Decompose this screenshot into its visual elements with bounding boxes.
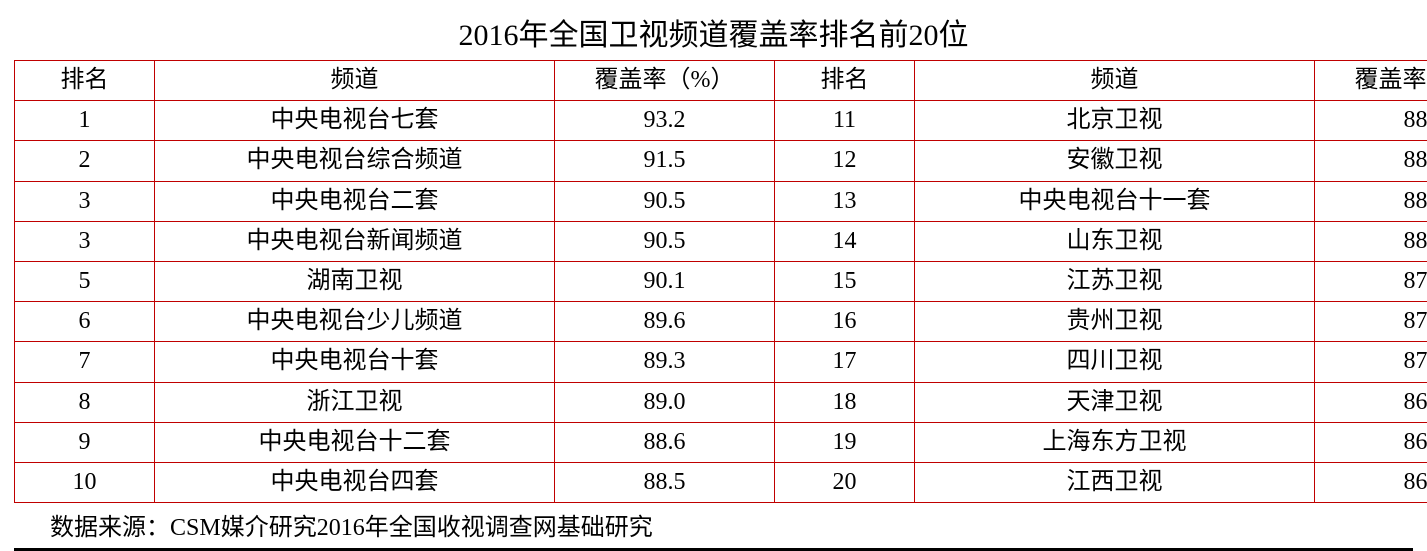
cell-rank: 5 — [15, 261, 155, 301]
cell-coverage: 87.9 — [1315, 261, 1427, 301]
cell-rank: 10 — [15, 462, 155, 502]
cell-channel: 中央电视台少儿频道 — [155, 302, 555, 342]
table-row: 10中央电视台四套88.520江西卫视86.5 — [15, 462, 1427, 502]
table-row: 3中央电视台新闻频道90.514山东卫视88.1 — [15, 221, 1427, 261]
cell-coverage: 88.1 — [1315, 221, 1427, 261]
cell-channel: 上海东方卫视 — [915, 422, 1315, 462]
cell-coverage: 89.6 — [555, 302, 775, 342]
cell-rank: 11 — [775, 101, 915, 141]
cell-channel: 浙江卫视 — [155, 382, 555, 422]
table-row: 5湖南卫视90.115江苏卫视87.9 — [15, 261, 1427, 301]
cell-channel: 中央电视台十二套 — [155, 422, 555, 462]
cell-coverage: 91.5 — [555, 141, 775, 181]
cell-channel: 中央电视台新闻频道 — [155, 221, 555, 261]
cell-rank: 19 — [775, 422, 915, 462]
cell-channel: 江苏卫视 — [915, 261, 1315, 301]
cell-coverage: 88.3 — [1315, 141, 1427, 181]
cell-coverage: 88.2 — [1315, 181, 1427, 221]
header-coverage: 覆盖率（%） — [555, 61, 775, 101]
cell-channel: 天津卫视 — [915, 382, 1315, 422]
cell-channel: 北京卫视 — [915, 101, 1315, 141]
cell-rank: 3 — [15, 221, 155, 261]
cell-rank: 2 — [15, 141, 155, 181]
cell-coverage: 86.5 — [1315, 462, 1427, 502]
cell-rank: 20 — [775, 462, 915, 502]
table-body: 1中央电视台七套93.211北京卫视88.42中央电视台综合频道91.512安徽… — [15, 101, 1427, 503]
cell-rank: 9 — [15, 422, 155, 462]
cell-rank: 16 — [775, 302, 915, 342]
cell-rank: 18 — [775, 382, 915, 422]
cell-rank: 14 — [775, 221, 915, 261]
header-rank: 排名 — [15, 61, 155, 101]
cell-coverage: 90.5 — [555, 181, 775, 221]
table-row: 3中央电视台二套90.513中央电视台十一套88.2 — [15, 181, 1427, 221]
cell-rank: 13 — [775, 181, 915, 221]
cell-channel: 贵州卫视 — [915, 302, 1315, 342]
cell-rank: 17 — [775, 342, 915, 382]
cell-coverage: 87.4 — [1315, 302, 1427, 342]
cell-channel: 中央电视台十套 — [155, 342, 555, 382]
cell-rank: 8 — [15, 382, 155, 422]
cell-coverage: 88.4 — [1315, 101, 1427, 141]
table-row: 7中央电视台十套89.317四川卫视87.3 — [15, 342, 1427, 382]
cell-channel: 江西卫视 — [915, 462, 1315, 502]
table-row: 1中央电视台七套93.211北京卫视88.4 — [15, 101, 1427, 141]
cell-channel: 中央电视台七套 — [155, 101, 555, 141]
table-row: 8浙江卫视89.018天津卫视86.9 — [15, 382, 1427, 422]
cell-channel: 四川卫视 — [915, 342, 1315, 382]
cell-rank: 7 — [15, 342, 155, 382]
cell-channel: 中央电视台二套 — [155, 181, 555, 221]
cell-rank: 3 — [15, 181, 155, 221]
cell-coverage: 89.0 — [555, 382, 775, 422]
cell-rank: 12 — [775, 141, 915, 181]
cell-coverage: 86.6 — [1315, 422, 1427, 462]
header-channel: 频道 — [915, 61, 1315, 101]
table-container: 2016年全国卫视频道覆盖率排名前20位 排名 频道 覆盖率（%） 排名 频道 … — [14, 10, 1413, 551]
cell-coverage: 93.2 — [555, 101, 775, 141]
coverage-table: 排名 频道 覆盖率（%） 排名 频道 覆盖率（%） 1中央电视台七套93.211… — [14, 60, 1427, 503]
cell-coverage: 86.9 — [1315, 382, 1427, 422]
cell-channel: 安徽卫视 — [915, 141, 1315, 181]
cell-channel: 山东卫视 — [915, 221, 1315, 261]
table-header-row: 排名 频道 覆盖率（%） 排名 频道 覆盖率（%） — [15, 61, 1427, 101]
header-rank: 排名 — [775, 61, 915, 101]
cell-channel: 湖南卫视 — [155, 261, 555, 301]
cell-coverage: 88.6 — [555, 422, 775, 462]
cell-coverage: 89.3 — [555, 342, 775, 382]
table-row: 6中央电视台少儿频道89.616贵州卫视87.4 — [15, 302, 1427, 342]
header-coverage: 覆盖率（%） — [1315, 61, 1427, 101]
cell-channel: 中央电视台综合频道 — [155, 141, 555, 181]
cell-rank: 1 — [15, 101, 155, 141]
table-row: 9中央电视台十二套88.619上海东方卫视86.6 — [15, 422, 1427, 462]
page-title: 2016年全国卫视频道覆盖率排名前20位 — [14, 10, 1413, 54]
cell-coverage: 90.1 — [555, 261, 775, 301]
cell-coverage: 87.3 — [1315, 342, 1427, 382]
cell-coverage: 88.5 — [555, 462, 775, 502]
cell-rank: 6 — [15, 302, 155, 342]
table-row: 2中央电视台综合频道91.512安徽卫视88.3 — [15, 141, 1427, 181]
cell-rank: 15 — [775, 261, 915, 301]
cell-coverage: 90.5 — [555, 221, 775, 261]
header-channel: 频道 — [155, 61, 555, 101]
cell-channel: 中央电视台十一套 — [915, 181, 1315, 221]
cell-channel: 中央电视台四套 — [155, 462, 555, 502]
